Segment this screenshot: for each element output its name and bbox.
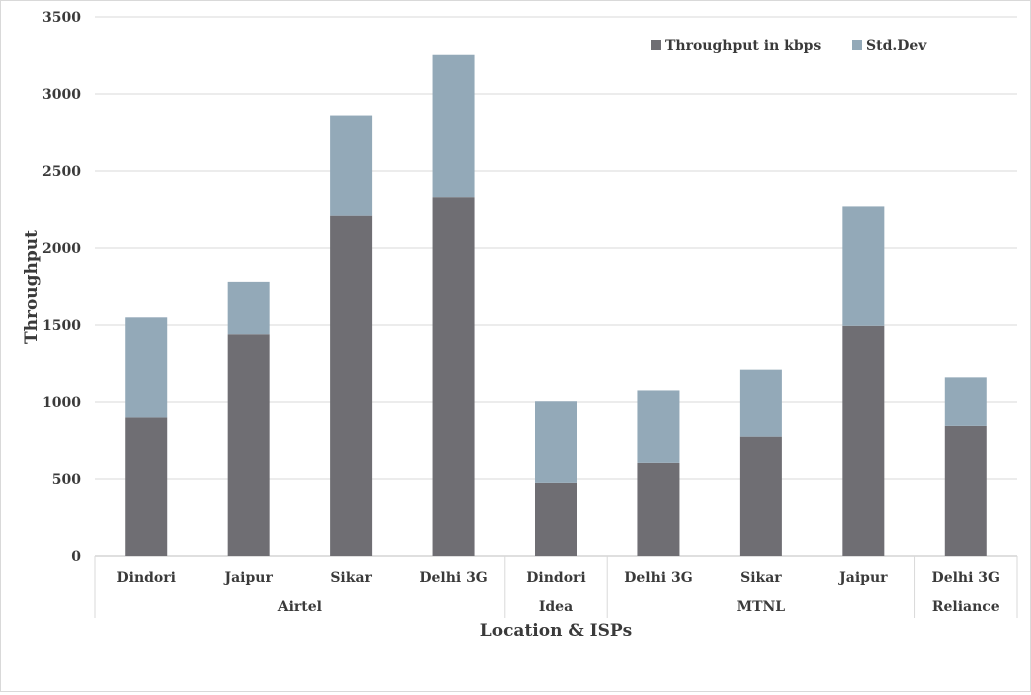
y-tick-labels: 0 500 1000 1500 2000 2500 3000 3500 [42,10,81,565]
bar-stddev [637,390,680,463]
y-tick-label: 0 [71,549,81,565]
legend: Throughput in kbps Std.Dev [651,38,927,54]
x-group-label: MTNL [737,599,786,615]
x-category-label: Dindori [116,570,175,586]
x-group-label: Airtel [277,599,322,615]
x-category-label: Delhi 3G [624,570,692,586]
bar-stddev [432,54,475,198]
y-tick-label: 2000 [42,241,81,257]
y-tick-label: 3500 [42,10,81,26]
y-tick-label: 3000 [42,87,81,103]
x-category-label: Dindori [526,570,585,586]
bar-throughput [125,417,168,556]
legend-label-throughput: Throughput in kbps [665,38,821,54]
bar-throughput [535,482,577,556]
x-category-label: Jaipur [222,570,273,586]
bar-throughput [432,197,475,556]
bar-stddev [227,281,270,335]
x-category-axis: Dindori Jaipur Sikar Delhi 3G Dindori Delhi 3… [94,556,1018,618]
bar-throughput [637,462,680,556]
bars [125,54,987,556]
bar-throughput [944,425,987,556]
bar-throughput [330,215,373,556]
y-tick-label: 1000 [42,395,81,411]
x-category-label: Jaipur [837,570,888,586]
y-axis-title: Throughput [22,230,42,344]
y-tick-label: 2500 [42,164,81,180]
bar-stddev [842,206,885,326]
bar-stddev [535,401,577,483]
x-group-label: Idea [539,599,573,615]
x-category-label: Delhi 3G [419,570,487,586]
bar-stddev [125,317,168,418]
bar-throughput [739,436,782,556]
bar-stddev [330,115,373,216]
bar-throughput [227,334,270,556]
x-group-label: Reliance [932,599,1000,615]
bar-throughput [842,325,885,556]
legend-swatch-throughput [651,40,661,50]
x-category-label: Sikar [740,570,782,586]
bar-stddev [739,369,782,437]
y-tick-label: 500 [52,472,81,488]
y-tick-label: 1500 [42,318,81,334]
bar-stddev [944,377,987,426]
x-category-label: Sikar [330,570,372,586]
legend-label-stddev: Std.Dev [866,38,927,54]
legend-swatch-stddev [852,40,862,50]
x-category-label: Delhi 3G [932,570,1000,586]
x-axis-title: Location & ISPs [480,621,632,641]
